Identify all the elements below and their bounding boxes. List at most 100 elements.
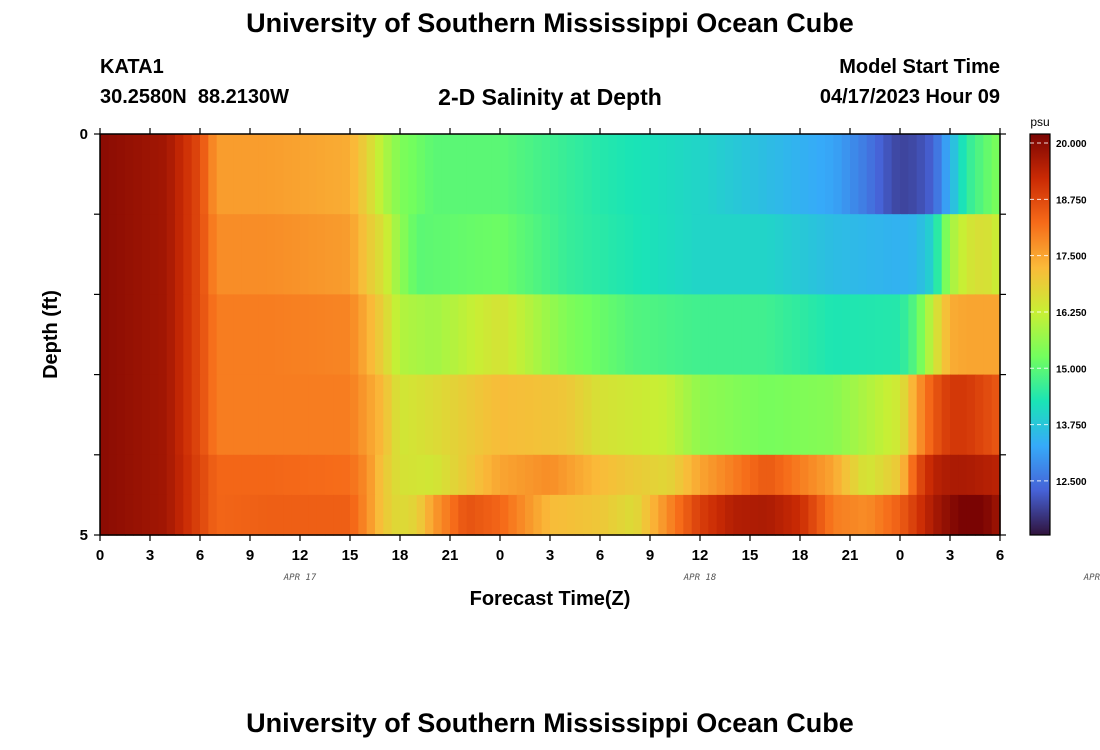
heatmap-cell	[866, 134, 876, 215]
heatmap-cell	[850, 214, 859, 295]
x-tick-label: 21	[442, 547, 459, 564]
heatmap-cell	[441, 294, 451, 376]
heatmap-cell	[975, 374, 984, 456]
heatmap-cell	[191, 494, 201, 536]
heatmap-cell	[658, 494, 668, 536]
heatmap-cell	[633, 374, 643, 456]
heatmap-cell	[575, 214, 584, 295]
heatmap-cell	[383, 134, 393, 215]
heatmap-cell	[108, 374, 118, 456]
heatmap-cell	[258, 294, 268, 376]
heatmap-cell	[883, 134, 893, 215]
heatmap-cell	[325, 494, 334, 536]
heatmap-cell	[375, 294, 384, 376]
heatmap-cell	[666, 214, 676, 295]
heatmap-cell	[416, 374, 426, 456]
heatmap-cell	[483, 494, 493, 536]
heatmap-cell	[541, 494, 551, 536]
heatmap-cell	[175, 374, 184, 456]
heatmap-cell	[591, 294, 601, 376]
heatmap-cell	[925, 214, 934, 295]
heatmap-cell	[700, 134, 709, 215]
heatmap-cell	[133, 494, 143, 536]
heatmap-cell	[766, 374, 776, 456]
heatmap-cell	[991, 374, 1001, 456]
colorbar	[1029, 133, 1051, 536]
heatmap-cell	[858, 134, 868, 215]
heatmap-cell	[975, 294, 984, 376]
heatmap-cell	[908, 294, 918, 376]
heatmap-cell	[625, 294, 634, 376]
heatmap-cell	[258, 214, 268, 295]
heatmap-cell	[383, 294, 393, 376]
heatmap-cell	[150, 134, 159, 215]
heatmap-cell	[783, 374, 793, 456]
heatmap-cell	[841, 494, 851, 536]
heatmap-cell	[550, 374, 559, 456]
heatmap-cell	[875, 494, 884, 536]
heatmap-cell	[166, 494, 176, 536]
heatmap-cell	[266, 214, 276, 295]
heatmap-cell	[466, 494, 476, 536]
heatmap-cell	[875, 134, 884, 215]
heatmap-cell	[716, 374, 726, 456]
heatmap-cell	[475, 214, 484, 295]
heatmap-cell	[141, 214, 151, 295]
heatmap-cell	[883, 374, 893, 456]
heatmap-cell	[800, 214, 809, 295]
heatmap-cell	[191, 374, 201, 456]
heatmap-cell	[716, 214, 726, 295]
colorbar-tick-label: 20.000	[1056, 139, 1087, 150]
heatmap-cell	[791, 374, 801, 456]
heatmap-cell	[866, 214, 876, 295]
heatmap-cell	[450, 294, 459, 376]
heatmap-cell	[516, 214, 526, 295]
heatmap-cell	[858, 374, 868, 456]
heatmap-cell	[925, 134, 934, 215]
heatmap-cell	[233, 374, 243, 456]
heatmap-cell	[858, 294, 868, 376]
heatmap-cell	[441, 214, 451, 295]
heatmap-cell	[875, 294, 884, 376]
heatmap-cell	[866, 294, 876, 376]
heatmap-cell	[650, 134, 659, 215]
heatmap-cell	[566, 374, 576, 456]
heatmap-cell	[108, 214, 118, 295]
heatmap-cell	[816, 494, 826, 536]
heatmap-cell	[891, 494, 901, 536]
date-label: APR 17	[283, 573, 317, 583]
heatmap-cell	[958, 214, 968, 295]
heatmap-cell	[116, 294, 126, 376]
heatmap-cell	[975, 134, 984, 215]
heatmap-cell	[600, 494, 609, 536]
heatmap-cell	[700, 494, 709, 536]
heatmap-cell	[583, 374, 593, 456]
heatmap-cell	[541, 134, 551, 215]
heatmap-cell	[258, 374, 268, 456]
heatmap-cell	[308, 294, 318, 376]
heatmap-cell	[541, 374, 551, 456]
heatmap-cell	[491, 134, 501, 215]
heatmap-cell	[691, 294, 701, 376]
heatmap-cell	[141, 294, 151, 376]
heatmap-cell	[166, 134, 176, 215]
heatmap-cell	[600, 214, 609, 295]
heatmap-cell	[366, 134, 376, 215]
heatmap-cell	[441, 134, 451, 215]
heatmap-cell	[525, 374, 534, 456]
heatmap-cell	[691, 134, 701, 215]
heatmap-cell	[625, 214, 634, 295]
heatmap-cell	[450, 374, 459, 456]
heatmap-cell	[341, 494, 351, 536]
heatmap-cell	[241, 214, 251, 295]
heatmap-cell	[658, 374, 668, 456]
heatmap-cell	[283, 134, 293, 215]
x-tick-label: 15	[742, 547, 759, 564]
heatmap-cell	[683, 494, 693, 536]
heatmap-cell	[341, 134, 351, 215]
heatmap-cell	[791, 134, 801, 215]
heatmap-cell	[958, 294, 968, 376]
heatmap-cell	[900, 294, 909, 376]
heatmap-cell	[516, 134, 526, 215]
heatmap-cell	[425, 494, 434, 536]
